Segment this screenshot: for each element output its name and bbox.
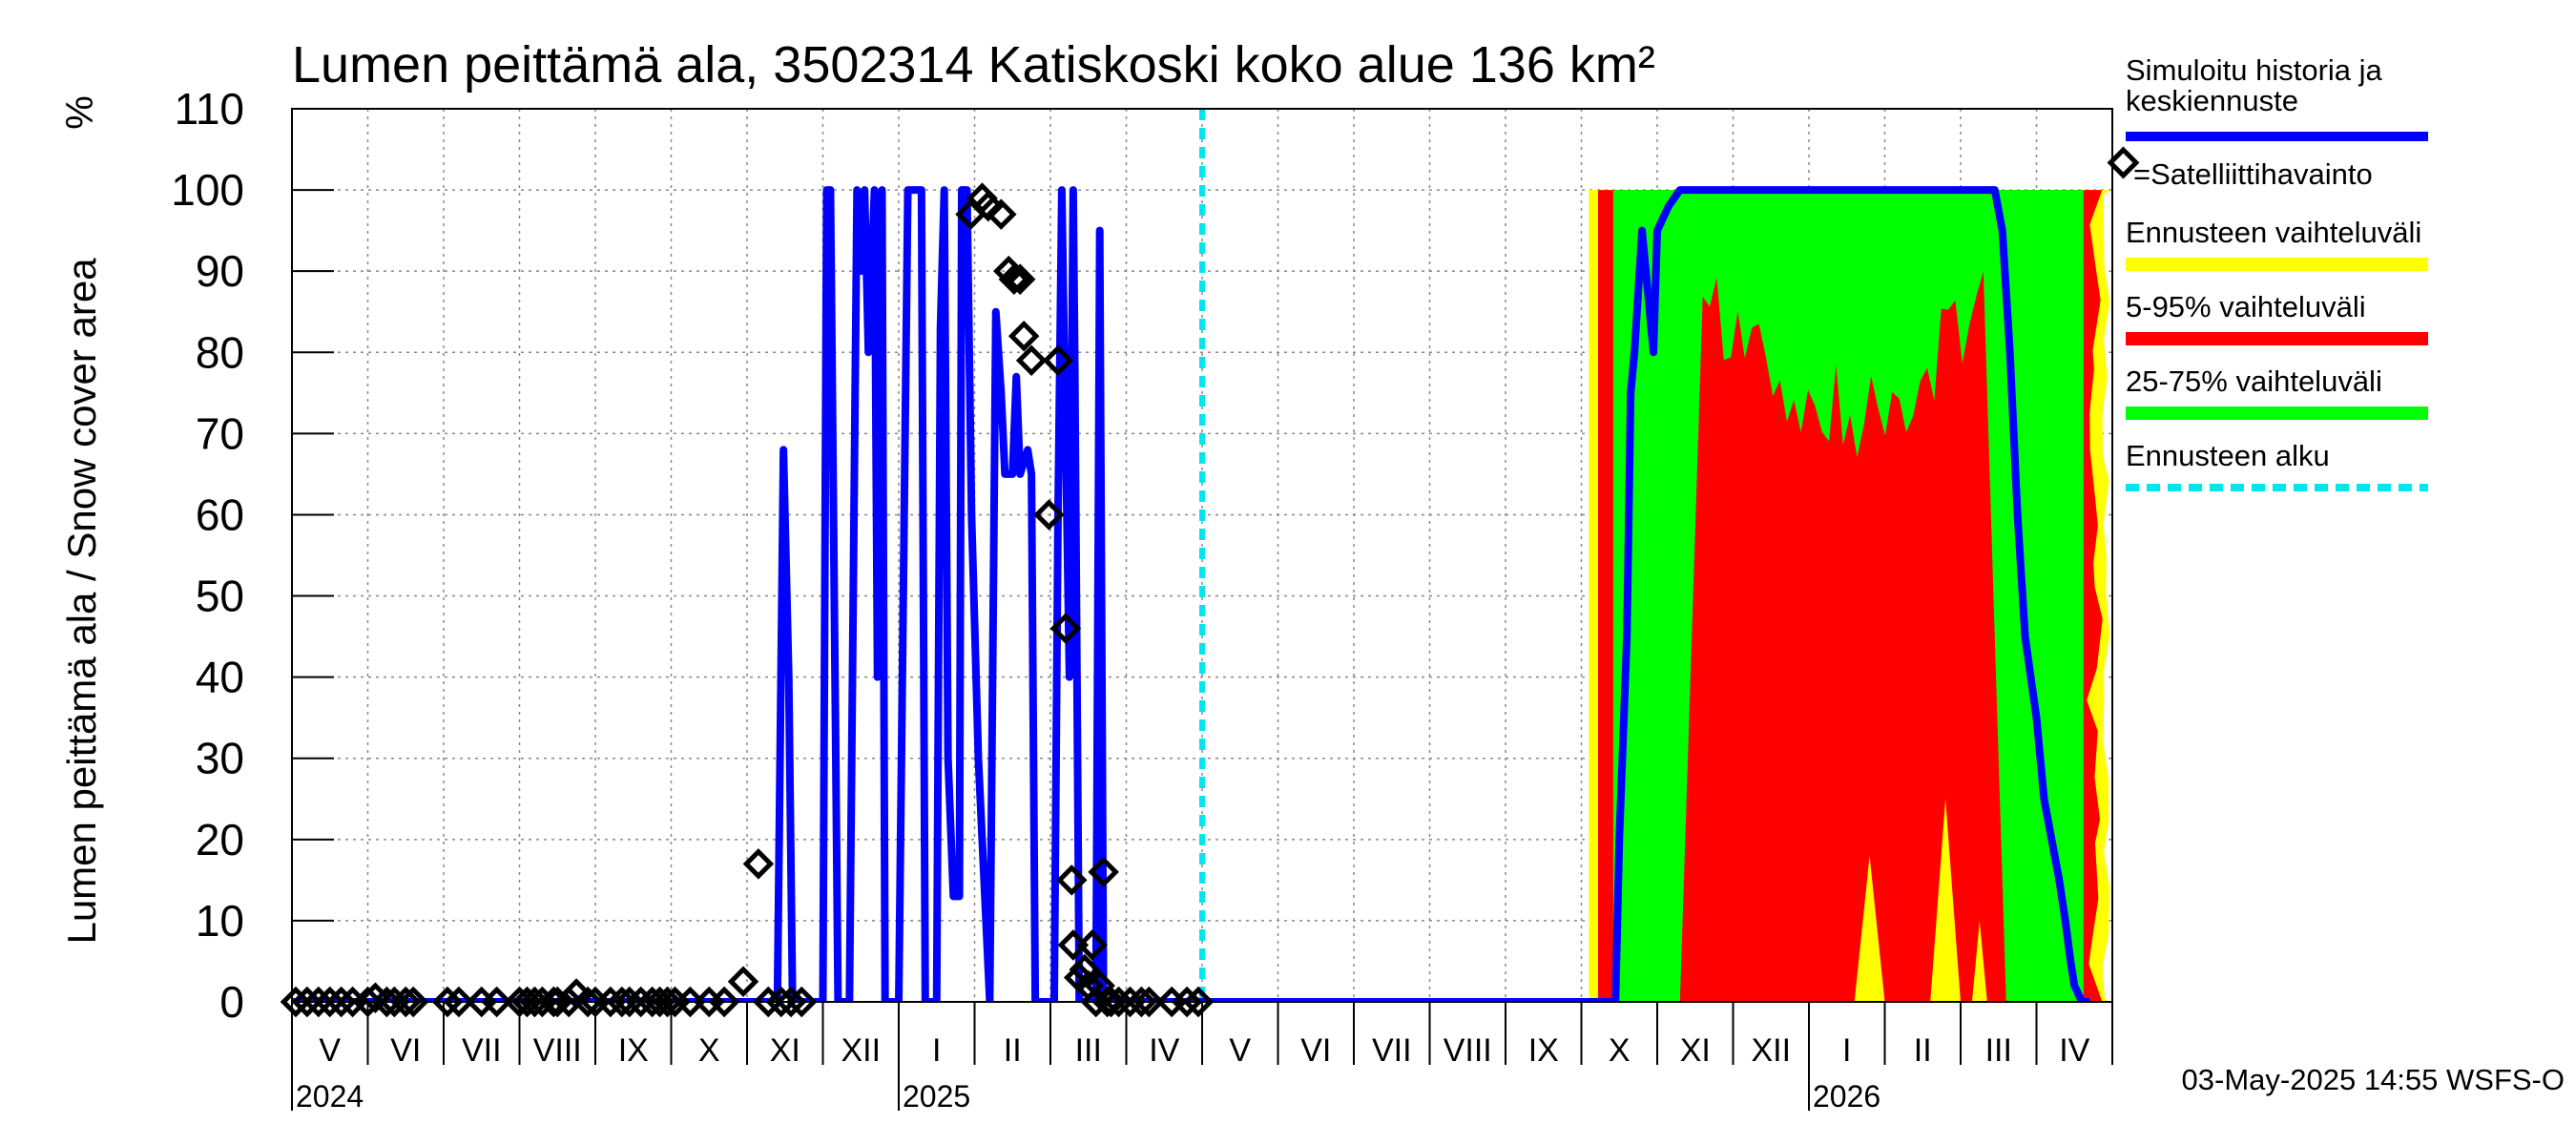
legend-range-label: Ennusteen vaihteluväli xyxy=(2126,216,2421,249)
y-tick-label: 0 xyxy=(219,977,244,1027)
x-year-label: 2024 xyxy=(296,1079,364,1114)
satellite-point xyxy=(652,986,683,1018)
x-month-label: III xyxy=(1985,1032,2012,1069)
x-month-label: VII xyxy=(462,1032,502,1069)
x-month-label: II xyxy=(1004,1032,1022,1069)
x-month-label: X xyxy=(698,1032,720,1069)
x-month-label: VI xyxy=(390,1032,421,1069)
satellite-point xyxy=(1182,986,1215,1018)
satellite-point xyxy=(481,986,512,1018)
band-full-patch xyxy=(1854,855,1885,1002)
legend: Simuloitu historia ja keskiennuste =Sate… xyxy=(2107,53,2428,491)
x-month-label: I xyxy=(1842,1032,1851,1069)
satellite-point xyxy=(785,986,818,1018)
simulated-series-group xyxy=(292,186,2090,1002)
y-tick-label: 110 xyxy=(175,84,244,134)
legend-fc-start-label: Ennusteen alku xyxy=(2126,439,2330,472)
y-tick-label: 40 xyxy=(196,653,244,702)
satellite-point xyxy=(371,986,403,1018)
satellite-point xyxy=(1042,344,1074,377)
band-5-95-inner xyxy=(1679,371,2006,1002)
y-tick-label: 100 xyxy=(171,165,244,215)
x-year-label: 2025 xyxy=(903,1079,970,1114)
x-month-label: IX xyxy=(618,1032,649,1069)
timestamp: 03-May-2025 14:55 WSFS-O xyxy=(2182,1063,2565,1096)
y-tick-label: 50 xyxy=(196,572,244,621)
satellite-point xyxy=(1015,344,1048,377)
legend-sim-label-line2: keskiennuste xyxy=(2126,84,2298,117)
x-month-label: XII xyxy=(841,1032,881,1069)
x-month-label: XII xyxy=(1751,1032,1791,1069)
band-full-patch xyxy=(1930,799,1961,1002)
x-month-label: I xyxy=(932,1032,941,1069)
x-month-label: II xyxy=(1914,1032,1932,1069)
x-month-label: III xyxy=(1075,1032,1102,1069)
legend-p5-95-label: 5-95% vaihteluväli xyxy=(2126,290,2366,323)
satellite-point xyxy=(606,986,638,1018)
chart-title: Lumen peittämä ala, 3502314 Katiskoski k… xyxy=(292,36,1655,94)
band-25-75 xyxy=(1612,190,2084,1002)
satellite-point xyxy=(998,263,1030,295)
satellite-point xyxy=(1133,986,1165,1018)
satellite-point xyxy=(742,848,775,880)
satellite-point xyxy=(397,986,429,1018)
y-tick-label: 60 xyxy=(196,489,244,539)
satellite-point xyxy=(708,986,740,1018)
y-tick-label: 30 xyxy=(196,734,244,783)
x-month-label: IV xyxy=(2059,1032,2089,1069)
satellite-point xyxy=(1055,864,1088,896)
y-tick-label: 70 xyxy=(196,408,244,458)
satellite-point xyxy=(1008,320,1040,352)
x-axis: V VI VII VIII IX X XI XII I II III IV V VI VII VIII IX X X… xyxy=(291,1002,2113,1114)
y-axis-label: Lumen peittämä ala / Snow cover area xyxy=(59,258,104,945)
satellite-point xyxy=(1057,929,1090,961)
simulated-series-line xyxy=(292,186,2090,1002)
satellite-points-group xyxy=(280,182,1215,1018)
satellite-point xyxy=(1126,986,1157,1018)
band-full-patch xyxy=(1971,920,1987,1002)
x-month-label: XI xyxy=(1680,1032,1711,1069)
x-year-label: 2026 xyxy=(1813,1079,1880,1114)
satellite-point xyxy=(519,986,551,1018)
legend-p25-75-label: 25-75% vaihteluväli xyxy=(2126,364,2382,398)
satellite-point xyxy=(389,986,422,1018)
x-month-label: VII xyxy=(1372,1032,1412,1069)
satellite-point xyxy=(1004,263,1036,295)
x-month-label: VI xyxy=(1300,1032,1331,1069)
y-axis: 0 10 20 30 40 50 60 70 80 90 100 110 xyxy=(171,84,334,1027)
x-month-label: VIII xyxy=(533,1032,582,1069)
satellite-point xyxy=(571,986,604,1018)
y-tick-label: 20 xyxy=(196,815,244,864)
x-month-label: V xyxy=(319,1032,341,1069)
satellite-point xyxy=(986,198,1017,230)
y-tick-label: 90 xyxy=(196,246,244,296)
satellite-point xyxy=(675,986,706,1018)
satellite-point xyxy=(1049,613,1082,644)
forecast-bands xyxy=(1589,190,2110,1002)
x-month-label: VIII xyxy=(1444,1032,1492,1069)
x-month-label: V xyxy=(1229,1032,1251,1069)
y-tick-label: 80 xyxy=(196,327,244,377)
satellite-point xyxy=(552,986,585,1018)
satellite-point xyxy=(443,986,475,1018)
satellite-point xyxy=(1033,499,1065,531)
satellite-point xyxy=(1088,856,1119,888)
x-month-label: XI xyxy=(770,1032,800,1069)
y-unit-label: % xyxy=(59,95,101,130)
x-month-label: IV xyxy=(1149,1032,1179,1069)
legend-sat-label: =Satelliittihavainto xyxy=(2133,157,2373,191)
x-month-label: X xyxy=(1609,1032,1631,1069)
satellite-point xyxy=(727,966,759,997)
x-month-label: IX xyxy=(1528,1032,1559,1069)
y-tick-label: 10 xyxy=(196,896,244,946)
legend-sim-label-line1: Simuloitu historia ja xyxy=(2126,53,2383,87)
satellite-point xyxy=(1076,929,1108,961)
legend-sat-marker xyxy=(2107,146,2140,179)
satellite-point xyxy=(1095,986,1127,1018)
